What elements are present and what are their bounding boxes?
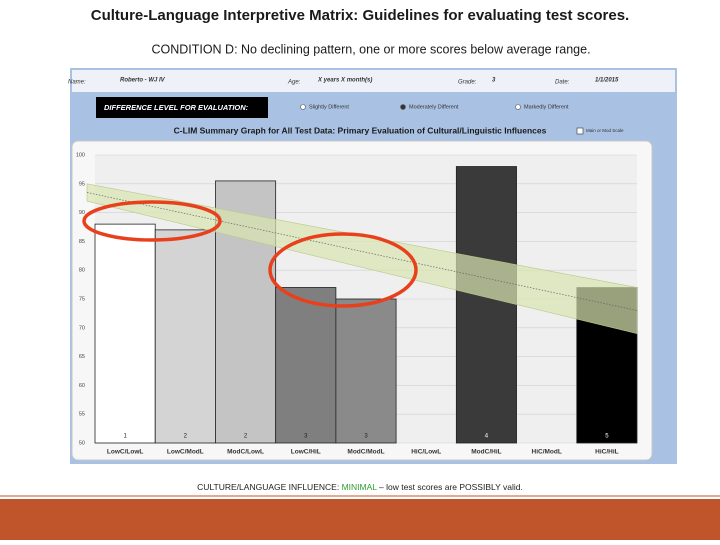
bar: [455, 166, 517, 444]
expected-band: [86, 183, 638, 334]
value: X years X month(s): [317, 78, 372, 84]
label: Name:: [68, 80, 86, 86]
footer-bar: [0, 499, 720, 540]
bar-number: 4: [485, 434, 489, 440]
bar-number: 1: [123, 434, 127, 440]
bar: [154, 229, 216, 444]
bar-number: 3: [304, 434, 308, 440]
option: Markedly Different: [524, 104, 569, 110]
y-tick-label: 55: [79, 412, 85, 418]
y-tick-label: 95: [79, 181, 85, 187]
label: Grade:: [458, 80, 477, 86]
x-tick-label: ModC/LowL: [227, 449, 264, 456]
bar-number: 5: [605, 434, 609, 440]
checkbox[interactable]: [576, 127, 584, 135]
x-tick-label: LowC/ModL: [167, 449, 204, 456]
checkbox-label: Main or Mod Scale: [586, 128, 624, 133]
value: Roberto - WJ IV: [120, 78, 166, 84]
radio[interactable]: [400, 104, 406, 110]
x-tick-label: ModC/HiL: [471, 449, 501, 456]
footer: CULTURE/LANGUAGE INFLUENCE: MINIMAL – lo…: [197, 482, 523, 492]
highlight-ellipse: [268, 232, 418, 308]
y-tick-label: 65: [79, 354, 85, 360]
radio[interactable]: [300, 104, 306, 110]
y-tick-label: 70: [79, 325, 85, 331]
trend-line: [86, 192, 638, 311]
bar-number: 2: [244, 434, 248, 440]
x-tick-label: HiC/LowL: [411, 449, 441, 456]
value: 3: [492, 78, 496, 84]
condition: CONDITION D: No declining pattern, one o…: [151, 42, 590, 56]
slide-title: Culture-Language Interpretive Matrix: Gu…: [91, 7, 629, 24]
x-tick-label: HiC/ModL: [532, 449, 562, 456]
y-tick-label: 75: [79, 296, 85, 302]
y-tick-label: 60: [79, 383, 85, 389]
chart-title: C-LIM Summary Graph for All Test Data: P…: [174, 125, 547, 135]
option: Moderately Different: [409, 104, 459, 110]
x-tick-label: HiC/HiL: [595, 449, 619, 456]
highlight-ellipse: [82, 200, 222, 242]
bar: [275, 287, 337, 444]
radio[interactable]: [515, 104, 521, 110]
x-tick-label: ModC/ModL: [347, 449, 384, 456]
form-row: [72, 70, 675, 92]
y-tick-label: 100: [76, 152, 85, 158]
footer-lead: CULTURE/LANGUAGE INFLUENCE:: [197, 482, 339, 492]
y-tick-label: 50: [79, 440, 85, 446]
bar-number: 3: [364, 434, 368, 440]
bar: [94, 223, 156, 444]
y-tick-label: 90: [79, 210, 85, 216]
option: Slightly Different: [309, 104, 349, 110]
bar-number: 2: [184, 434, 188, 440]
x-tick-label: LowC/LowL: [107, 449, 143, 456]
difference-label: DIFFERENCE LEVEL FOR EVALUATION:: [104, 103, 249, 112]
y-tick-label: 85: [79, 239, 85, 245]
label: Date:: [555, 80, 570, 86]
y-tick-label: 80: [79, 268, 85, 274]
difference-box: [96, 97, 268, 118]
value: 1/1/2015: [595, 78, 619, 84]
footer-level: MINIMAL: [342, 482, 378, 492]
footer-tail: – low test scores are POSSIBLY valid.: [379, 482, 523, 492]
bar: [335, 298, 397, 444]
label: Age:: [287, 80, 301, 86]
x-tick-label: LowC/HiL: [291, 449, 321, 456]
